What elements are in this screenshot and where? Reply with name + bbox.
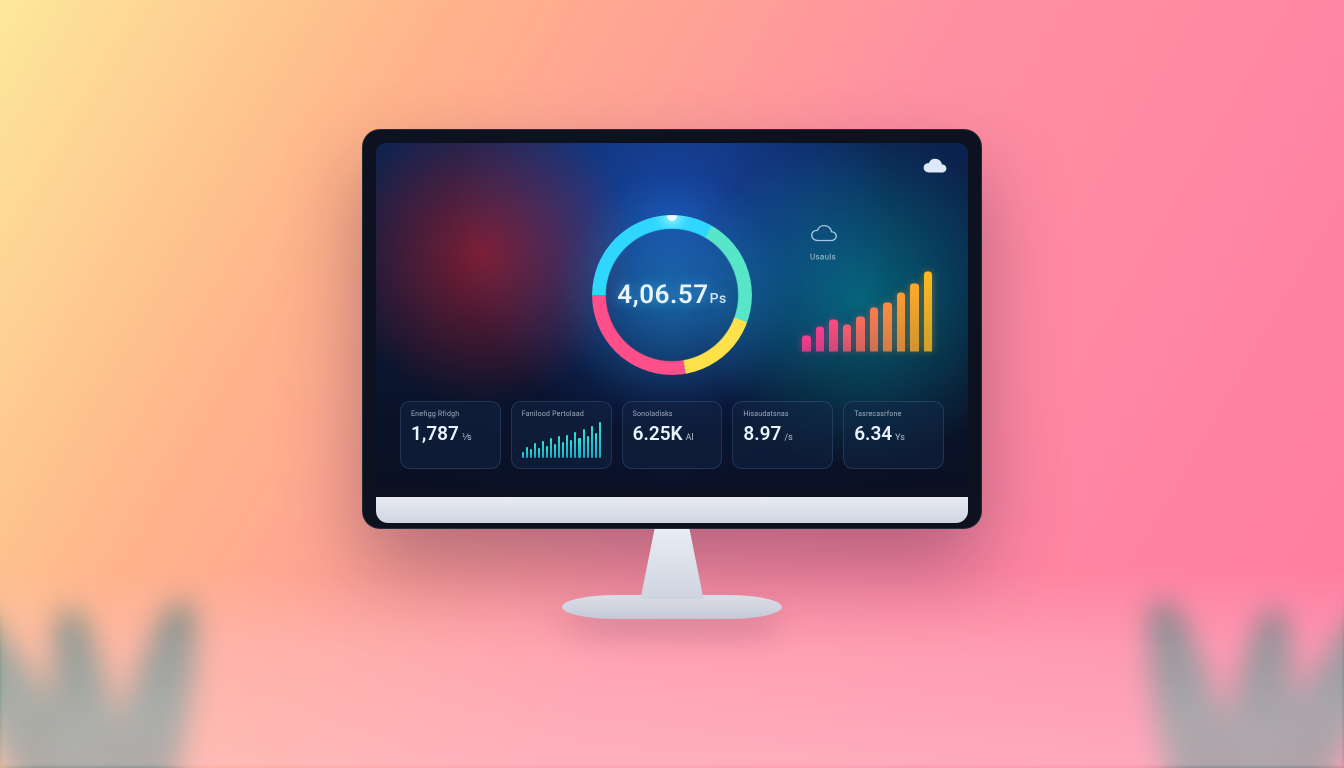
bar — [843, 325, 852, 352]
stat-card-value: 1,787⅟s — [411, 422, 490, 445]
stat-card-value: 6.34Ys — [854, 422, 933, 445]
stat-card[interactable]: Tasrecasrfone 6.34Ys — [843, 401, 944, 469]
stat-card[interactable]: Sonoladisks 6.25KAl — [622, 401, 723, 469]
side-bar-chart-widget: Usauls — [802, 225, 932, 352]
stat-card[interactable]: Fanilood Pertolaad — [511, 401, 612, 469]
stat-cards-row: Enefigg Rfidgh 1,787⅟s Fanilood Pertolaad S… — [400, 401, 944, 469]
stat-card-label: Fanilood Pertolaad — [522, 410, 601, 418]
stat-card[interactable]: Hisaudatsnas 8.97/s — [732, 401, 833, 469]
bar — [870, 307, 879, 352]
stat-card-label: Hisaudatsnas — [743, 410, 822, 418]
stat-card-sparkline — [522, 422, 601, 458]
bar — [897, 293, 906, 352]
monitor-stand-neck — [637, 529, 707, 599]
stat-card-label: Enefigg Rfidgh — [411, 410, 490, 418]
bar — [910, 283, 919, 352]
monitor-chin — [376, 497, 968, 523]
bar — [816, 326, 825, 352]
bar — [856, 317, 865, 352]
gauge-value: 4,06.57Ps — [617, 280, 726, 310]
monitor: 4,06.57Ps Usauls Enefigg Rfidgh 1,787⅟s Fa… — [362, 129, 982, 619]
stat-card-value: 6.25KAl — [633, 422, 712, 445]
gauge-value-unit: Ps — [710, 291, 727, 307]
side-bar-chart — [802, 272, 932, 352]
side-widget-label: Usauls — [810, 253, 932, 262]
stat-card[interactable]: Enefigg Rfidgh 1,787⅟s — [400, 401, 501, 469]
cloud-icon — [810, 225, 838, 243]
stat-card-label: Sonoladisks — [633, 410, 712, 418]
stat-card-value: 8.97/s — [743, 422, 822, 445]
main-gauge: 4,06.57Ps — [572, 195, 772, 395]
stat-card-label: Tasrecasrfone — [854, 410, 933, 418]
cloud-icon — [922, 157, 948, 175]
bar — [883, 302, 892, 352]
bar — [924, 272, 933, 352]
bar — [829, 320, 838, 352]
dashboard-screen: 4,06.57Ps Usauls Enefigg Rfidgh 1,787⅟s Fa… — [376, 143, 968, 489]
gauge-value-number: 4,06.57 — [617, 280, 708, 310]
bar — [802, 336, 811, 352]
